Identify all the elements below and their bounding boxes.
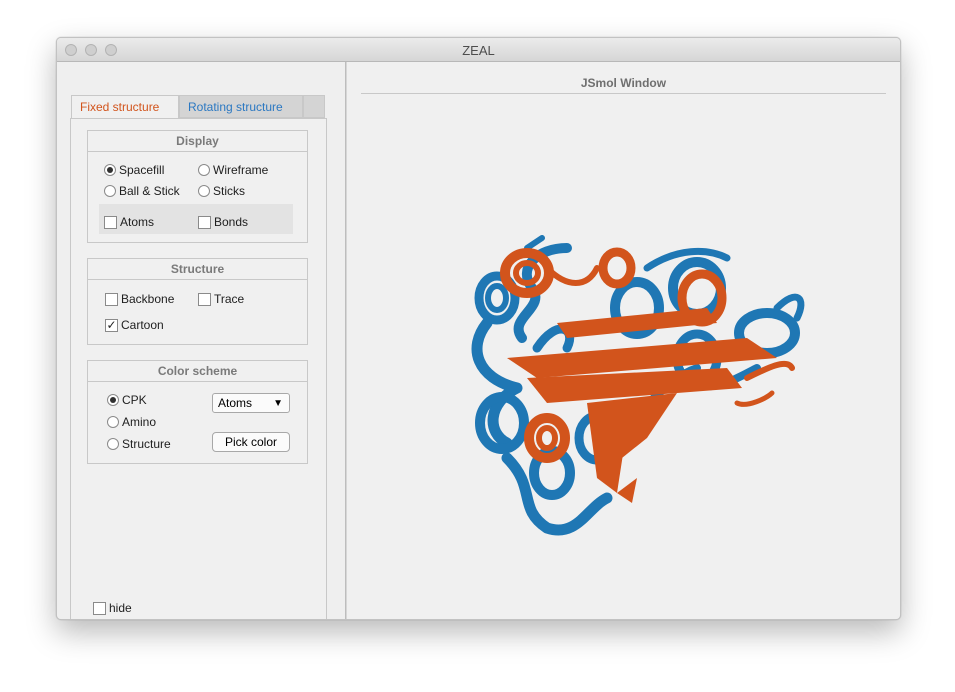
wireframe-option[interactable]: Wireframe bbox=[198, 163, 268, 177]
display-group: Display Spacefill Wireframe Ball & Stick… bbox=[87, 130, 308, 243]
hide-label: hide bbox=[109, 601, 132, 615]
sticks-label: Sticks bbox=[213, 184, 246, 198]
cpk-radio[interactable] bbox=[107, 394, 119, 406]
spacefill-label: Spacefill bbox=[119, 163, 165, 177]
fixed-structure-ribbon bbox=[500, 247, 795, 503]
amino-radio[interactable] bbox=[107, 416, 119, 428]
structure-color-label: Structure bbox=[122, 437, 171, 451]
ball-stick-radio[interactable] bbox=[104, 185, 116, 197]
protein-cartoon-view[interactable] bbox=[447, 228, 827, 548]
zeal-window: ZEAL Fixed structure Rotating structure … bbox=[56, 37, 901, 620]
display-group-title: Display bbox=[88, 131, 307, 152]
jsmol-window-title: JSmol Window bbox=[580, 76, 667, 90]
tab-rotating-structure[interactable]: Rotating structure bbox=[179, 95, 303, 118]
atoms-checkbox[interactable] bbox=[104, 215, 117, 229]
spacefill-radio[interactable] bbox=[104, 164, 116, 176]
color-scheme-group-title: Color scheme bbox=[88, 361, 307, 382]
jsmol-title-rule bbox=[361, 93, 886, 94]
minimize-window-button[interactable] bbox=[85, 44, 97, 56]
cartoon-checkbox[interactable]: ✓ bbox=[105, 317, 118, 332]
jsmol-panel: JSmol Window bbox=[347, 62, 900, 619]
sticks-radio[interactable] bbox=[198, 185, 210, 197]
dropdown-arrow-icon: ▼ bbox=[273, 398, 283, 409]
panel-divider[interactable] bbox=[345, 62, 348, 619]
title-bar: ZEAL bbox=[57, 38, 900, 62]
atoms-bonds-panel bbox=[99, 204, 293, 234]
structure-group: Structure Backbone Trace ✓ Cartoon bbox=[87, 258, 308, 345]
backbone-option[interactable]: Backbone bbox=[105, 292, 174, 306]
amino-option[interactable]: Amino bbox=[107, 415, 156, 429]
zoom-window-button[interactable] bbox=[105, 44, 117, 56]
control-panel: Fixed structure Rotating structure Displ… bbox=[57, 62, 345, 619]
bonds-checkbox[interactable] bbox=[198, 215, 211, 229]
trace-label: Trace bbox=[214, 292, 245, 306]
spacefill-option[interactable]: Spacefill bbox=[104, 163, 164, 177]
amino-label: Amino bbox=[122, 415, 157, 429]
structure-color-radio[interactable] bbox=[107, 438, 119, 450]
color-scheme-group: Color scheme CPK Amino Structure Atoms ▼… bbox=[87, 360, 308, 464]
trace-checkbox[interactable] bbox=[198, 292, 211, 306]
bonds-label: Bonds bbox=[214, 215, 249, 229]
backbone-checkbox[interactable] bbox=[105, 292, 118, 306]
atoms-option[interactable]: Atoms bbox=[104, 215, 154, 229]
structure-color-option[interactable]: Structure bbox=[107, 437, 171, 451]
hide-option[interactable]: hide bbox=[93, 601, 132, 615]
pick-color-button[interactable]: Pick color bbox=[212, 432, 290, 452]
backbone-label: Backbone bbox=[121, 292, 175, 306]
ball-stick-option[interactable]: Ball & Stick bbox=[104, 184, 180, 198]
wireframe-label: Wireframe bbox=[213, 163, 269, 177]
window-title: ZEAL bbox=[462, 43, 495, 58]
close-window-button[interactable] bbox=[65, 44, 77, 56]
trace-option[interactable]: Trace bbox=[198, 292, 244, 306]
cpk-label: CPK bbox=[122, 393, 147, 407]
sticks-option[interactable]: Sticks bbox=[198, 184, 245, 198]
ball-stick-label: Ball & Stick bbox=[119, 184, 180, 198]
cpk-option[interactable]: CPK bbox=[107, 393, 147, 407]
cartoon-option[interactable]: ✓ Cartoon bbox=[105, 318, 164, 332]
atoms-label: Atoms bbox=[120, 215, 155, 229]
color-source-dropdown[interactable]: Atoms ▼ bbox=[212, 393, 290, 413]
wireframe-radio[interactable] bbox=[198, 164, 210, 176]
color-source-value: Atoms bbox=[218, 396, 253, 410]
cartoon-label: Cartoon bbox=[121, 318, 164, 332]
hide-checkbox[interactable] bbox=[93, 601, 106, 615]
tab-bar-filler bbox=[303, 95, 325, 118]
bonds-option[interactable]: Bonds bbox=[198, 215, 248, 229]
tab-fixed-structure[interactable]: Fixed structure bbox=[71, 95, 179, 118]
structure-group-title: Structure bbox=[88, 259, 307, 280]
